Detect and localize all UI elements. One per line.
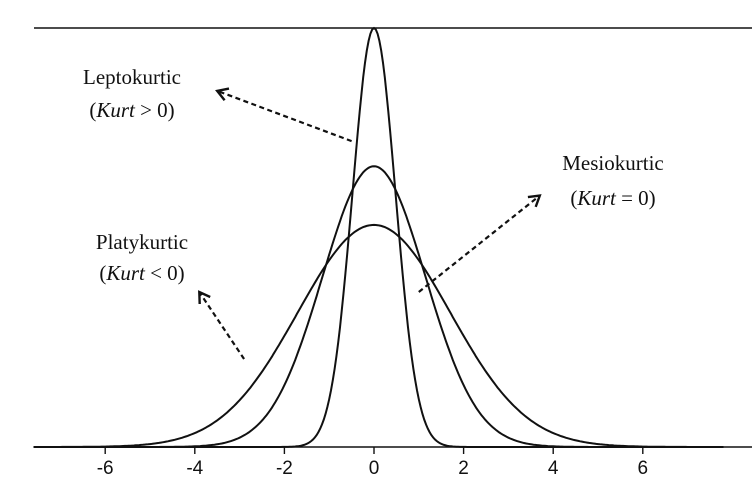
x-tick-label: -2 (276, 458, 293, 479)
x-tick-label: 2 (458, 458, 469, 479)
leptokurtic-curve (33, 26, 724, 448)
x-tick-label: 4 (548, 458, 559, 479)
leptokurtic-label: Leptokurtic (83, 65, 181, 89)
platykurtic-arrow (198, 290, 245, 360)
x-tick-label: -6 (97, 458, 114, 479)
leptokurtic-kurt-label: (Kurt > 0) (89, 98, 174, 122)
mesiokurtic-arrow (418, 194, 542, 293)
x-tick-label: 6 (638, 458, 649, 479)
mesiokurtic-kurt-label: (Kurt = 0) (570, 186, 655, 210)
x-tick-label: -4 (186, 458, 203, 479)
curve-group (33, 26, 724, 448)
x-tick-label: 0 (369, 458, 380, 479)
leptokurtic-arrow (215, 87, 352, 143)
annotation-arrows (198, 87, 542, 360)
platykurtic-curve (33, 223, 724, 448)
x-tick-group: -6 -4 -2 0 2 4 6 (97, 447, 648, 479)
platykurtic-kurt-label: (Kurt < 0) (99, 261, 184, 285)
platykurtic-label: Platykurtic (96, 230, 188, 254)
mesiokurtic-label: Mesiokurtic (562, 151, 663, 175)
